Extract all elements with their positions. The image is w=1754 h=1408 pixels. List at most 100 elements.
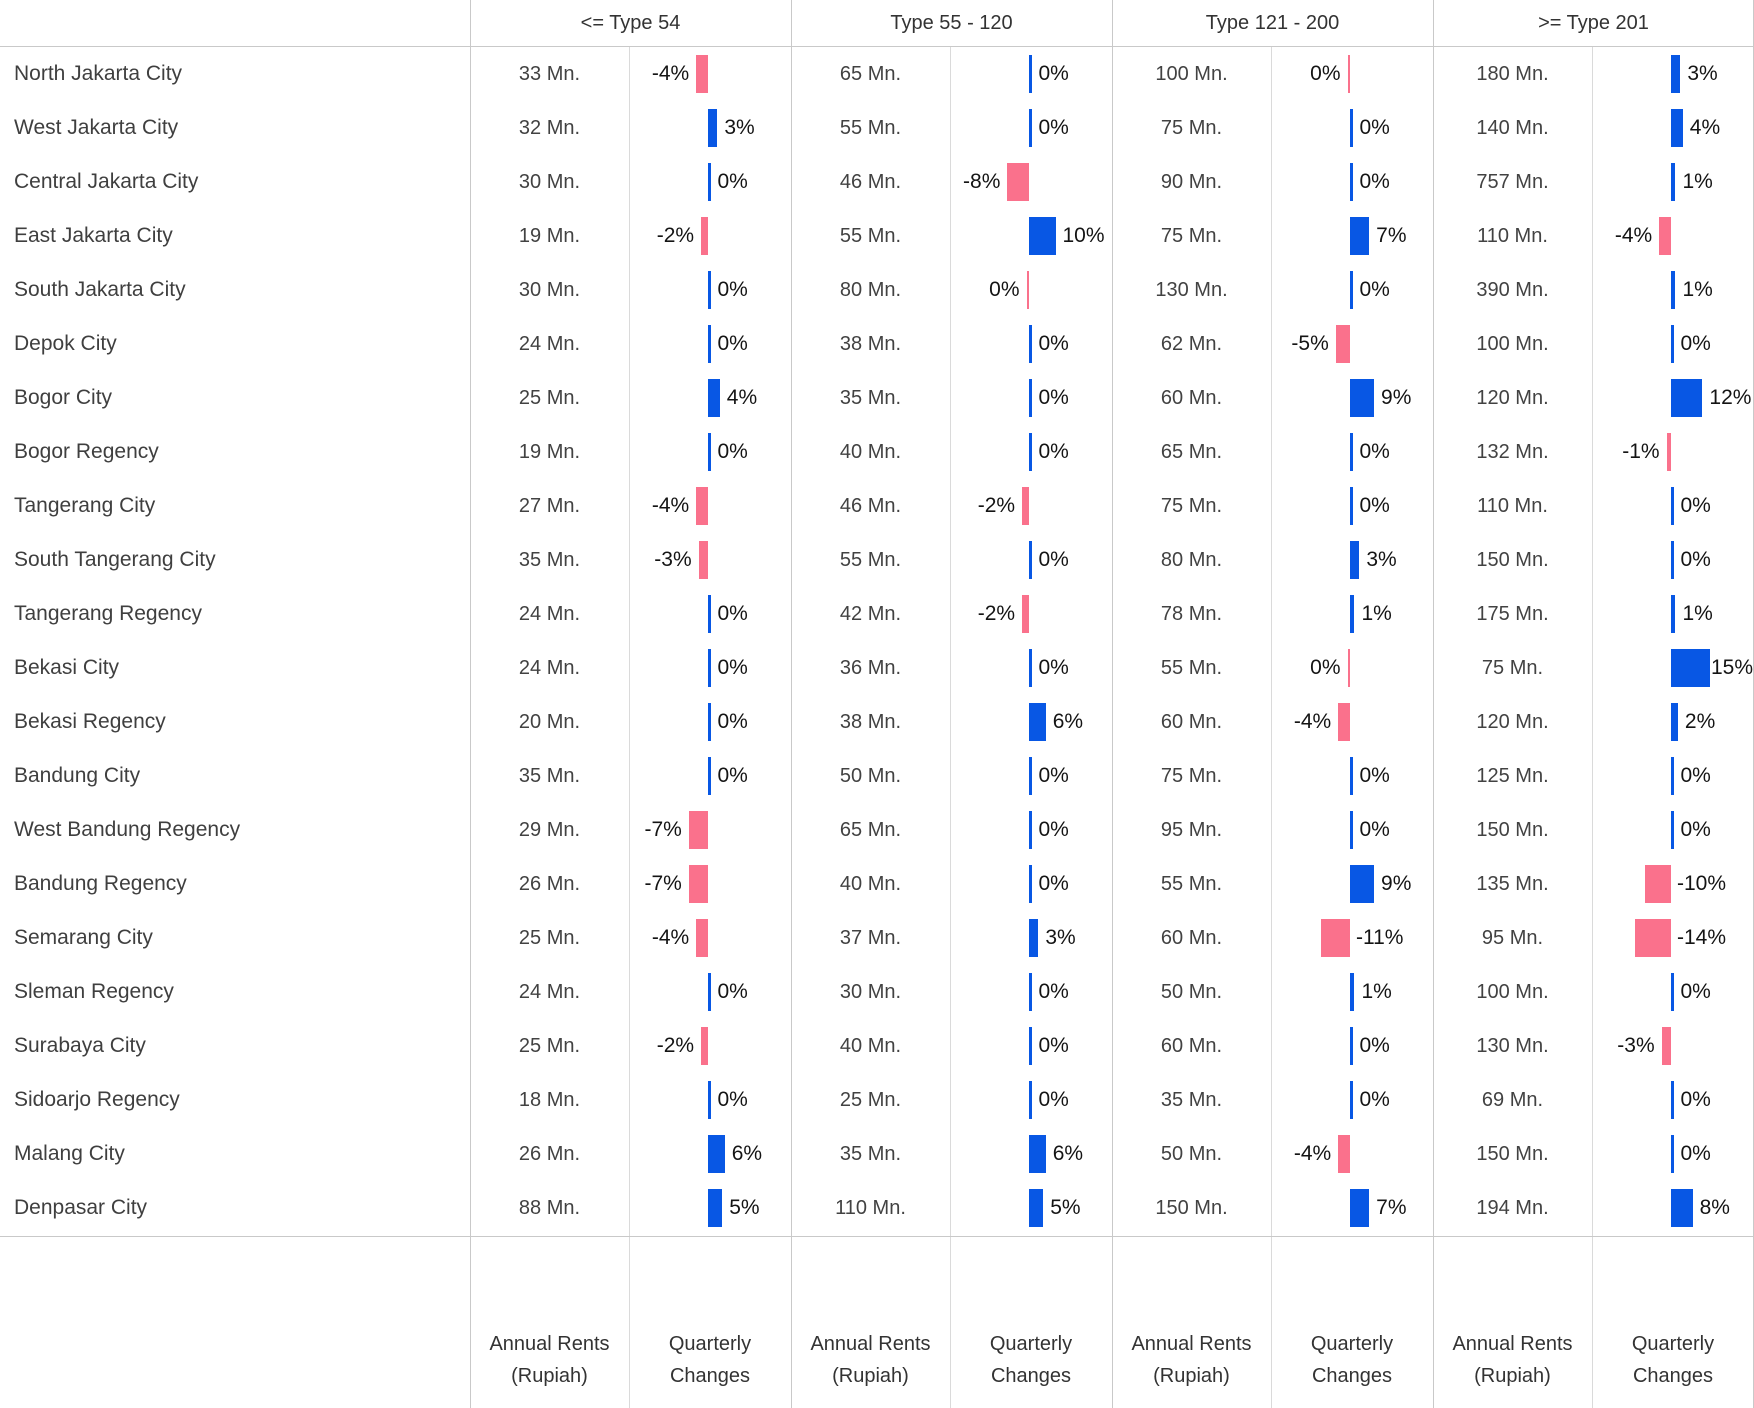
quarterly-change-bar[interactable] [1671, 811, 1674, 849]
quarterly-change-bar[interactable] [1007, 163, 1029, 201]
quarterly-change-bar[interactable] [1029, 757, 1032, 795]
quarterly-change-bar[interactable] [1350, 1189, 1370, 1227]
quarterly-change-bar[interactable] [708, 595, 711, 633]
quarterly-change-bar[interactable] [1671, 973, 1674, 1011]
quarterly-change-bar[interactable] [708, 433, 711, 471]
row-label-city[interactable]: Bandung City [14, 764, 141, 787]
quarterly-change-bar[interactable] [1671, 757, 1674, 795]
quarterly-change-bar[interactable] [1029, 109, 1032, 147]
quarterly-change-bar[interactable] [1671, 595, 1676, 633]
row-label-city[interactable]: Sidoarjo Regency [14, 1088, 180, 1111]
quarterly-change-bar[interactable] [1671, 325, 1674, 363]
quarterly-change-bar[interactable] [708, 325, 711, 363]
quarterly-change-bar[interactable] [1022, 595, 1029, 633]
quarterly-change-bar[interactable] [1347, 55, 1350, 93]
quarterly-change-bar[interactable] [1671, 1189, 1693, 1227]
quarterly-change-bar[interactable] [1350, 217, 1370, 255]
quarterly-change-bar[interactable] [708, 1081, 711, 1119]
quarterly-change-bar[interactable] [1029, 649, 1032, 687]
row-label-city[interactable]: Bogor Regency [14, 440, 159, 463]
quarterly-change-bar[interactable] [1338, 703, 1350, 741]
quarterly-change-bar[interactable] [708, 163, 711, 201]
quarterly-change-bar[interactable] [696, 487, 708, 525]
quarterly-change-bar[interactable] [1029, 1081, 1032, 1119]
quarterly-change-bar[interactable] [1350, 811, 1353, 849]
row-label-city[interactable]: Bandung Regency [14, 872, 187, 895]
quarterly-change-bar[interactable] [701, 217, 708, 255]
quarterly-change-bar[interactable] [1666, 433, 1671, 471]
quarterly-change-bar[interactable] [1350, 757, 1353, 795]
quarterly-change-bar[interactable] [1029, 325, 1032, 363]
quarterly-change-bar[interactable] [701, 1027, 708, 1065]
quarterly-change-bar[interactable] [1347, 649, 1350, 687]
quarterly-change-bar[interactable] [1350, 163, 1353, 201]
row-label-city[interactable]: Bekasi Regency [14, 710, 166, 733]
quarterly-change-bar[interactable] [1029, 433, 1032, 471]
quarterly-change-bar[interactable] [708, 703, 711, 741]
row-label-city[interactable]: South Jakarta City [14, 278, 186, 301]
row-label-city[interactable]: West Bandung Regency [14, 818, 241, 841]
quarterly-change-bar[interactable] [708, 1189, 723, 1227]
quarterly-change-bar[interactable] [708, 1135, 725, 1173]
quarterly-change-bar[interactable] [1335, 325, 1350, 363]
row-label-city[interactable]: East Jakarta City [14, 224, 173, 247]
quarterly-change-bar[interactable] [1029, 217, 1056, 255]
quarterly-change-bar[interactable] [1671, 541, 1674, 579]
row-label-city[interactable]: North Jakarta City [14, 62, 183, 85]
quarterly-change-bar[interactable] [1350, 595, 1355, 633]
quarterly-change-bar[interactable] [1659, 217, 1671, 255]
quarterly-change-bar[interactable] [1671, 55, 1681, 93]
quarterly-change-bar[interactable] [1029, 1135, 1046, 1173]
row-label-city[interactable]: Bogor City [14, 386, 113, 409]
quarterly-change-bar[interactable] [1350, 487, 1353, 525]
quarterly-change-bar[interactable] [1671, 1135, 1674, 1173]
quarterly-change-bar[interactable] [1671, 703, 1678, 741]
quarterly-change-bar[interactable] [1671, 487, 1674, 525]
quarterly-change-bar[interactable] [696, 55, 708, 93]
quarterly-change-bar[interactable] [1671, 1081, 1674, 1119]
quarterly-change-bar[interactable] [1350, 973, 1355, 1011]
row-label-city[interactable]: Central Jakarta City [14, 170, 199, 193]
quarterly-change-bar[interactable] [1338, 1135, 1350, 1173]
quarterly-change-bar[interactable] [1350, 271, 1353, 309]
quarterly-change-bar[interactable] [1350, 379, 1375, 417]
quarterly-change-bar[interactable] [708, 757, 711, 795]
row-label-city[interactable]: Tangerang Regency [14, 602, 202, 625]
quarterly-change-bar[interactable] [1029, 379, 1032, 417]
quarterly-change-bar[interactable] [1350, 541, 1360, 579]
quarterly-change-bar[interactable] [698, 541, 708, 579]
quarterly-change-bar[interactable] [708, 649, 711, 687]
quarterly-change-bar[interactable] [1350, 1027, 1353, 1065]
quarterly-change-bar[interactable] [1634, 919, 1671, 957]
quarterly-change-bar[interactable] [708, 109, 718, 147]
quarterly-change-bar[interactable] [1029, 919, 1039, 957]
quarterly-change-bar[interactable] [1671, 163, 1676, 201]
quarterly-change-bar[interactable] [688, 865, 708, 903]
row-label-city[interactable]: Tangerang City [14, 494, 156, 517]
quarterly-change-bar[interactable] [1029, 541, 1032, 579]
quarterly-change-bar[interactable] [1029, 973, 1032, 1011]
row-label-city[interactable]: Malang City [14, 1142, 125, 1165]
row-label-city[interactable]: Surabaya City [14, 1034, 146, 1057]
quarterly-change-bar[interactable] [696, 919, 708, 957]
quarterly-change-bar[interactable] [1350, 1081, 1353, 1119]
quarterly-change-bar[interactable] [1029, 1189, 1044, 1227]
row-label-city[interactable]: Depok City [14, 332, 117, 355]
quarterly-change-bar[interactable] [1026, 271, 1029, 309]
quarterly-change-bar[interactable] [1029, 55, 1032, 93]
quarterly-change-bar[interactable] [1350, 433, 1353, 471]
quarterly-change-bar[interactable] [708, 379, 720, 417]
quarterly-change-bar[interactable] [1661, 1027, 1671, 1065]
quarterly-change-bar[interactable] [1350, 109, 1353, 147]
quarterly-change-bar[interactable] [1029, 865, 1032, 903]
quarterly-change-bar[interactable] [1671, 379, 1703, 417]
quarterly-change-bar[interactable] [1029, 703, 1046, 741]
row-label-city[interactable]: Denpasar City [14, 1196, 148, 1219]
quarterly-change-bar[interactable] [688, 811, 708, 849]
quarterly-change-bar[interactable] [1671, 109, 1683, 147]
quarterly-change-bar[interactable] [1022, 487, 1029, 525]
quarterly-change-bar[interactable] [1029, 811, 1032, 849]
row-label-city[interactable]: South Tangerang City [14, 548, 216, 571]
quarterly-change-bar[interactable] [1350, 865, 1375, 903]
quarterly-change-bar[interactable] [1029, 1027, 1032, 1065]
